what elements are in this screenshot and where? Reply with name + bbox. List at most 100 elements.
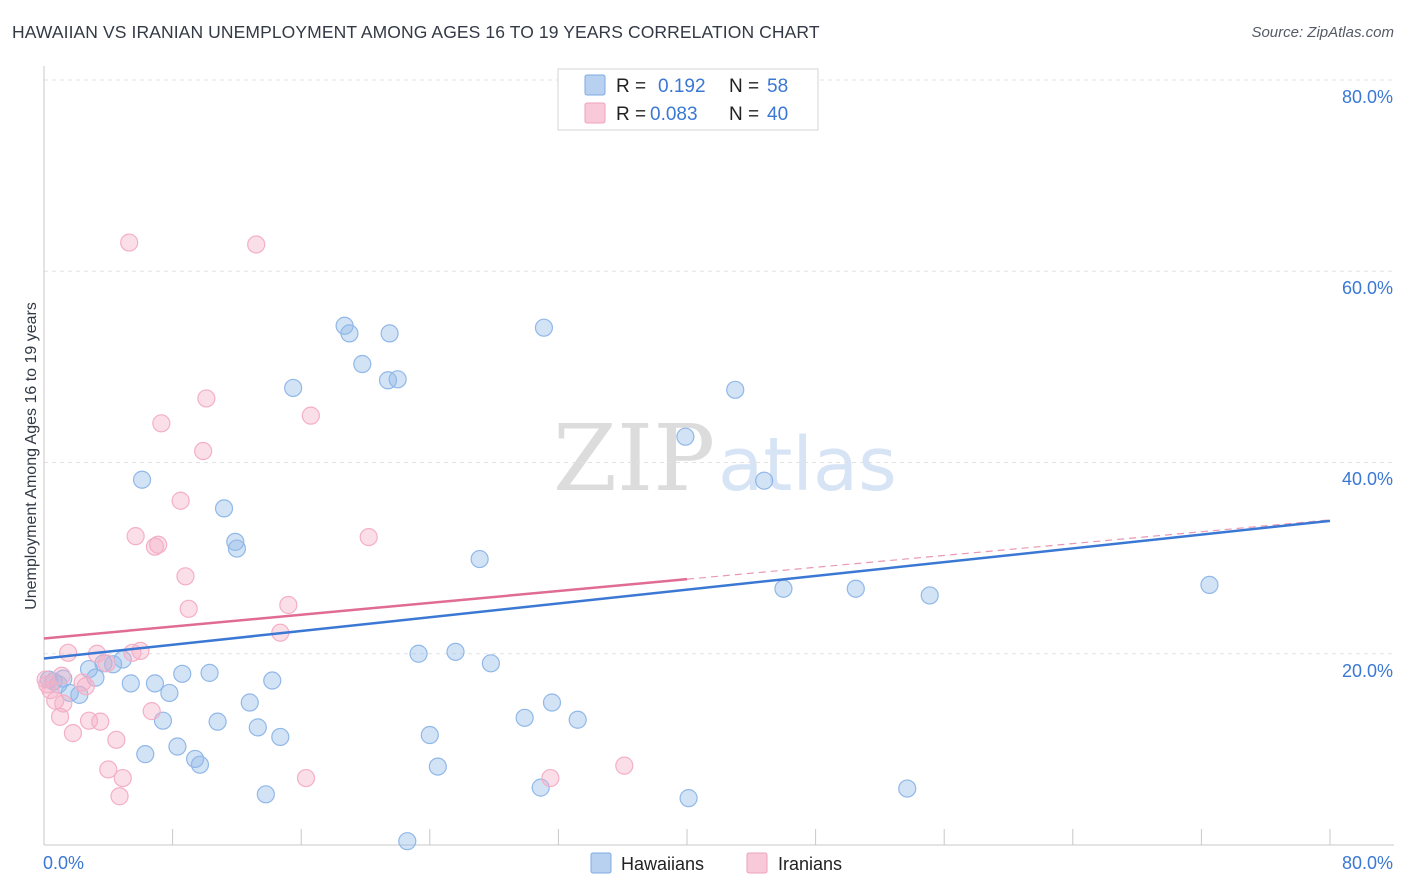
point-hawaiians-43: [470, 549, 489, 569]
point-hawaiians-22: [208, 712, 227, 731]
stats-n-value-iranians: 40: [767, 104, 788, 125]
point-hawaiians-26: [240, 693, 259, 712]
y-axis-title: Unemployment Among Ages 16 to 19 years: [23, 302, 40, 610]
stats-n-label-hawaiians: N =: [729, 76, 759, 97]
point-hawaiians-25: [227, 539, 246, 558]
point-iranians-34: [301, 406, 320, 425]
point-hawaiians-41: [428, 757, 447, 776]
x-tick-label-max: 80.0%: [1342, 853, 1393, 873]
point-hawaiians-30: [271, 727, 290, 747]
legend-swatch-iranians: [746, 852, 768, 874]
point-iranians-16: [113, 768, 132, 788]
point-hawaiians-27: [248, 718, 267, 737]
legend-label-hawaiians: Hawaiians: [621, 854, 704, 874]
point-hawaiians-50: [676, 427, 695, 446]
point-hawaiians-16: [160, 683, 179, 703]
x-tick-label-min: 0.0%: [43, 853, 84, 873]
point-iranians-22: [145, 537, 165, 556]
point-iranians-24: [152, 414, 171, 433]
point-hawaiians-38: [398, 832, 417, 851]
point-iranians-15: [110, 787, 129, 806]
point-hawaiians-29: [263, 671, 282, 690]
point-hawaiians-28: [256, 785, 275, 804]
stats-swatch-iranians: [584, 102, 606, 124]
source-label: Source: ZipAtlas.com: [1251, 24, 1394, 41]
point-hawaiians-20: [190, 755, 210, 774]
bottom-legend: Hawaiians Iranians: [590, 852, 842, 874]
point-iranians-37: [615, 756, 634, 775]
point-iranians-32: [279, 595, 298, 615]
trend-lines: [43, 519, 1331, 660]
point-iranians-26: [176, 567, 195, 586]
point-iranians-29: [197, 389, 216, 408]
trend-line-hawaiians: [43, 519, 1331, 660]
point-hawaiians-49: [568, 710, 587, 729]
watermark: ZIP atlas: [553, 405, 897, 512]
point-hawaiians-42: [446, 642, 465, 661]
point-hawaiians-56: [898, 779, 917, 798]
point-iranians-5: [59, 643, 78, 662]
y-tick-label-40: 40.0%: [1342, 469, 1393, 489]
point-hawaiians-54: [774, 579, 793, 598]
point-iranians-36: [541, 768, 560, 788]
y-tick-label-80: 80.0%: [1342, 87, 1393, 107]
point-hawaiians-58: [1200, 575, 1219, 595]
stats-r-value-hawaiians: 0.192: [658, 76, 706, 97]
point-hawaiians-11: [121, 674, 140, 693]
point-iranians-39: [52, 666, 71, 685]
y-tick-label-20: 20.0%: [1342, 661, 1393, 681]
point-iranians-17: [120, 233, 139, 252]
point-hawaiians-40: [420, 725, 439, 745]
point-hawaiians-21: [200, 663, 219, 682]
watermark-zip: ZIP: [553, 405, 715, 512]
point-iranians-12: [97, 654, 116, 673]
point-hawaiians-17: [168, 737, 187, 756]
point-iranians-38: [36, 670, 55, 689]
series-hawaiians-points: [39, 316, 1219, 851]
point-hawaiians-52: [726, 380, 745, 399]
point-iranians-13: [99, 760, 118, 779]
point-hawaiians-12: [132, 470, 152, 489]
series-iranians-points: [36, 233, 634, 806]
point-hawaiians-31: [284, 378, 303, 398]
point-iranians-6: [63, 724, 83, 743]
point-iranians-35: [359, 527, 378, 547]
x-axis-ticks: [172, 829, 1331, 845]
trend-extension-iranians: [686, 519, 1331, 580]
point-hawaiians-14: [145, 674, 165, 693]
point-iranians-8: [76, 677, 95, 696]
point-hawaiians-48: [542, 693, 562, 712]
legend-label-iranians: Iranians: [778, 854, 842, 874]
point-hawaiians-55: [846, 579, 865, 598]
point-hawaiians-36: [380, 324, 399, 343]
point-iranians-20: [131, 641, 150, 660]
y-tick-labels: 20.0% 40.0% 60.0% 80.0%: [1342, 87, 1393, 681]
point-iranians-1: [41, 680, 60, 700]
point-hawaiians-18: [173, 664, 192, 683]
point-hawaiians-13: [136, 745, 155, 764]
point-hawaiians-24: [226, 532, 245, 551]
point-hawaiians-44: [481, 654, 500, 673]
point-hawaiians-57: [920, 586, 939, 605]
point-iranians-14: [107, 730, 126, 749]
chart-title: HAWAIIAN VS IRANIAN UNEMPLOYMENT AMONG A…: [12, 22, 820, 42]
point-hawaiians-34: [353, 354, 372, 374]
y-tick-label-60: 60.0%: [1342, 278, 1393, 298]
point-hawaiians-45: [515, 708, 534, 727]
stats-n-label-iranians: N =: [729, 104, 759, 125]
grid: [44, 79, 1394, 655]
point-iranians-11: [91, 712, 110, 731]
stats-r-label-hawaiians: R =: [616, 76, 646, 97]
point-iranians-28: [194, 441, 213, 461]
point-hawaiians-47: [534, 318, 554, 337]
point-hawaiians-53: [755, 471, 774, 490]
point-iranians-30: [247, 235, 266, 254]
point-hawaiians-39: [409, 644, 428, 663]
watermark-atlas: atlas: [718, 422, 897, 508]
trend-line-iranians: [43, 577, 688, 640]
point-hawaiians-37: [388, 370, 407, 389]
point-hawaiians-33: [340, 324, 359, 343]
stats-r-value-iranians: 0.083: [650, 104, 698, 125]
point-hawaiians-46: [531, 778, 550, 797]
